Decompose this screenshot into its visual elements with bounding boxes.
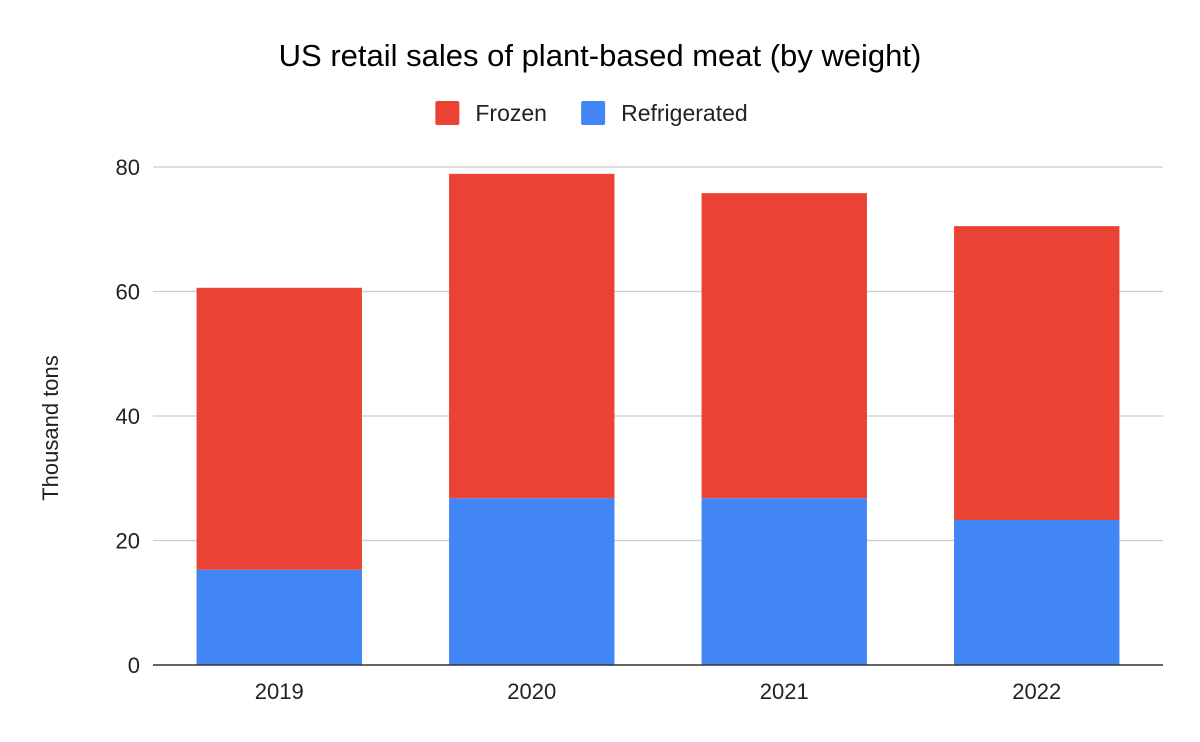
bar-frozen-2020 [449,173,615,499]
y-axis-title: Thousand tons [38,355,63,501]
y-tick-label: 0 [128,653,140,678]
x-axis-ticks: 2019 2020 2021 2022 [255,679,1061,704]
chart-title: US retail sales of plant-based meat (by … [279,38,922,73]
legend-swatch-frozen [435,101,460,125]
y-tick-label: 60 [116,280,140,305]
bar-frozen-2019 [196,287,362,570]
bars [196,173,1120,665]
bar-refrigerated-2020 [449,498,615,665]
legend-swatch-refrigerated [581,101,606,125]
bar-refrigerated-2022 [954,519,1120,665]
bar-frozen-2021 [701,193,867,499]
x-tick-label: 2019 [255,679,304,704]
bar-refrigerated-2019 [196,569,362,665]
y-axis-ticks: 0 20 40 60 80 [116,155,140,678]
y-tick-label: 80 [116,155,140,180]
bar-refrigerated-2021 [701,498,867,665]
bar-frozen-2022 [954,226,1120,520]
legend-label-refrigerated: Refrigerated [621,100,748,126]
chart-legend: Frozen Refrigerated [435,100,748,126]
legend-label-frozen: Frozen [475,100,547,126]
x-tick-label: 2021 [760,679,809,704]
x-tick-label: 2022 [1012,679,1061,704]
y-tick-label: 40 [116,404,140,429]
y-tick-label: 20 [116,529,140,554]
x-tick-label: 2020 [507,679,556,704]
